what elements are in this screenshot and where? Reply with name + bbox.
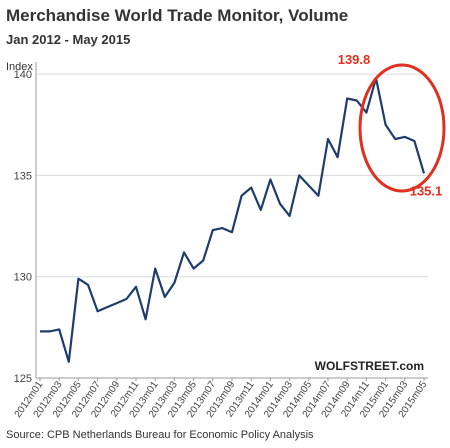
chart-title: Merchandise World Trade Monitor, Volume [6,6,349,25]
y-tick-label-130: 130 [14,272,32,284]
annotations: 139.8 135.1 [338,52,443,198]
watermark-wolfstreet: WOLFSTREET.com [315,359,424,373]
highlight-ellipse [358,63,446,193]
y-axis-label: Index [6,61,33,73]
series-line-trade-volume [40,77,426,363]
chart-subtitle: Jan 2012 - May 2015 [6,32,131,47]
source-note: Source: CPB Netherlands Bureau for Econo… [6,429,314,441]
y-tick-label-125: 125 [14,373,32,385]
annotation-135.1: 135.1 [410,183,443,198]
annotation-139.8: 139.8 [338,52,371,67]
data-points [39,78,425,362]
y-tick-label-140: 140 [14,69,32,81]
y-tick-labels: 125 130 135 140 [14,69,32,385]
x-tick-labels: 2012m012012m032012m052012m072012m092012m… [13,378,430,420]
y-tick-label-135: 135 [14,170,32,182]
grid-lines [36,73,428,379]
